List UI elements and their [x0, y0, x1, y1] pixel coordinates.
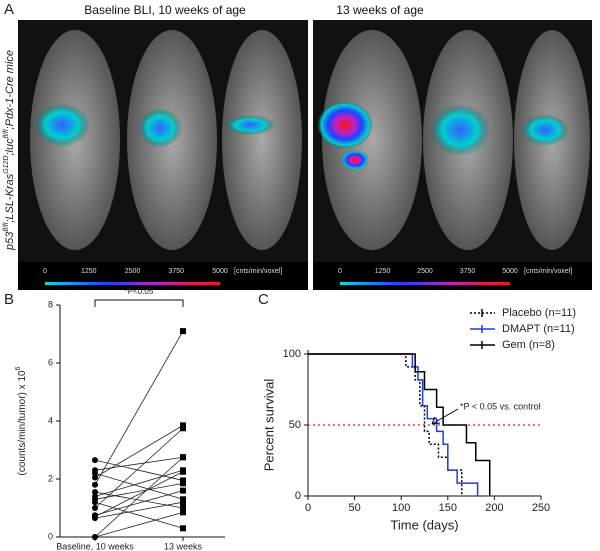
pair-line — [94, 471, 184, 518]
survival-curve — [308, 353, 479, 496]
pair-line — [94, 330, 184, 485]
right-colorbar — [340, 282, 510, 285]
superscript: G12D — [3, 156, 10, 174]
week13-point — [180, 525, 186, 532]
x-tick-label: 250 — [532, 502, 550, 514]
annotation-arrow — [431, 408, 459, 425]
image-title: Baseline BLI, 10 weeks of age — [84, 3, 246, 17]
y-axis-label: Percent survival — [261, 379, 276, 472]
label-part: ;Pdx-1-Cre mice — [4, 50, 16, 129]
y-tick-label: 4 — [48, 415, 53, 425]
pair-line — [94, 456, 184, 471]
pair-line — [94, 427, 184, 509]
image-panel — [18, 20, 592, 290]
colorbar-tick-label: 3750 — [168, 268, 184, 275]
baseline-point — [92, 481, 98, 488]
baseline-point — [92, 474, 98, 481]
baseline-point — [92, 505, 98, 511]
week13-point — [180, 505, 186, 511]
colorbar-tick-label: 1250 — [81, 268, 97, 275]
y-tick-label: 6 — [48, 357, 53, 367]
colorbar-tick-label: 5000 — [502, 268, 518, 275]
week13-point — [180, 425, 186, 432]
week13-point — [180, 328, 186, 335]
colorbar-tick-label: 0 — [43, 268, 47, 275]
annotation: *P<0.05 — [125, 287, 154, 296]
survival-curve — [308, 353, 491, 496]
week13-point — [180, 499, 186, 506]
colorbar-tick-label: 0 — [338, 268, 342, 275]
baseline-point — [92, 499, 98, 506]
colorbar-unit: [cnts/min/voxel] — [524, 268, 572, 275]
y-tick-label: 8 — [48, 299, 53, 309]
left-colorbar-bg — [18, 262, 308, 290]
y-label-exponent: 6 — [15, 366, 22, 370]
panel-letter: C — [258, 291, 269, 308]
week13-point — [180, 454, 186, 461]
pair-line — [94, 482, 184, 500]
week13-point — [180, 509, 186, 516]
colorbar-tick-label: 5000 — [212, 268, 228, 275]
baseline-point — [92, 515, 98, 522]
y-axis-label: (counts/min/tumor) x 106 — [15, 366, 28, 475]
x-tick-label: 0 — [305, 502, 311, 514]
week13-point — [180, 480, 186, 487]
label-part: p53 — [4, 231, 16, 251]
x-tick-label: Baseline, 10 weeks — [56, 541, 134, 551]
side-label: p53fl/fl;LSL-KrasG12D;lucfl/fl;Pdx-1-Cre… — [3, 50, 16, 251]
left-colorbar — [45, 282, 220, 285]
superscript: fl/fl — [3, 129, 10, 138]
x-axis-label: Time (days) — [390, 517, 458, 532]
pair-line — [94, 425, 184, 478]
baseline-point — [92, 534, 98, 540]
pair-line — [94, 501, 184, 529]
x-tick-label: 200 — [485, 502, 503, 514]
pair-line — [94, 456, 184, 538]
week13-point — [180, 487, 186, 494]
label-part: ;LSL-Kras — [4, 173, 16, 222]
baseline-point — [92, 457, 98, 464]
y-tick-label: 50 — [289, 419, 301, 431]
legend-label: DMAPT (n=11) — [502, 323, 575, 335]
label-part: ;luc — [4, 138, 16, 156]
pair-line — [94, 511, 184, 538]
y-label-text: (counts/min/tumor) x 10 — [17, 370, 28, 475]
colorbar-tick-label: 3750 — [460, 268, 476, 275]
x-tick-label: 13 weeks — [164, 541, 203, 551]
legend-label: Gem (n=8) — [502, 339, 555, 351]
panel-letter: B — [4, 291, 14, 308]
pair-line — [94, 501, 184, 519]
panel-letter: A — [4, 1, 14, 18]
y-tick-label: 0 — [48, 531, 53, 541]
superscript: fl/fl — [3, 222, 10, 231]
colorbar-tick-label: 1250 — [375, 268, 391, 275]
pair-line — [94, 490, 184, 516]
baseline-point — [92, 489, 98, 496]
y-tick-label: 2 — [48, 473, 53, 483]
baseline-point — [92, 470, 98, 477]
y-tick-label: 0 — [295, 490, 301, 502]
legend-label: Placebo (n=11) — [502, 307, 576, 319]
x-tick-label: 50 — [348, 502, 360, 514]
colorbar-unit: [cnts/min/voxel] — [234, 268, 282, 275]
annotation: *P < 0.05 vs. control — [460, 401, 541, 411]
pair-line — [94, 469, 184, 497]
colorbar-tick-label: 2500 — [417, 268, 433, 275]
mice — [30, 30, 590, 250]
right-colorbar-bg — [313, 262, 592, 290]
significance-bracket — [94, 299, 184, 307]
pair-line — [94, 459, 184, 481]
week13-point — [180, 468, 186, 475]
image-title: 13 weeks of age — [336, 3, 424, 17]
x-tick-label: 150 — [439, 502, 457, 514]
y-tick-label: 100 — [283, 348, 301, 360]
x-tick-label: 100 — [392, 502, 410, 514]
colorbar-tick-label: 2500 — [125, 268, 141, 275]
